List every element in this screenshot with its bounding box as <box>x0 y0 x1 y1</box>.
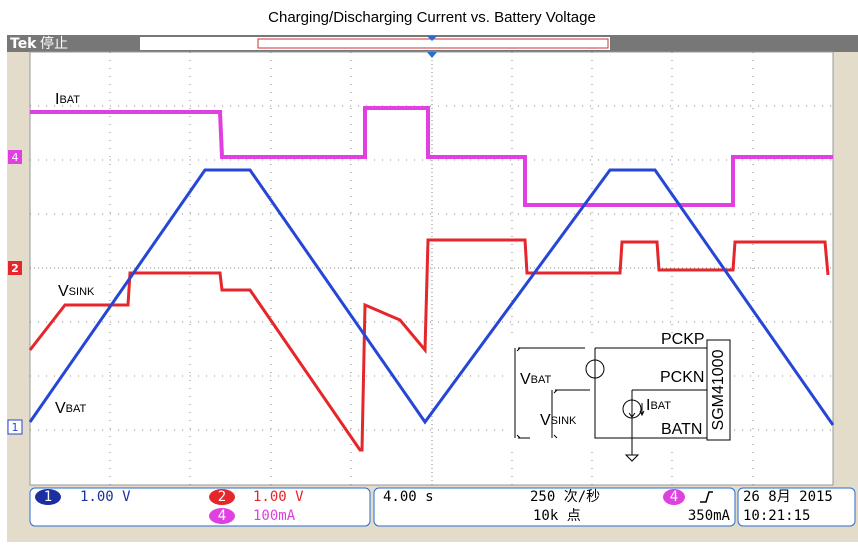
ch2-num: 2 <box>218 489 226 505</box>
circuit-vsink-main: V <box>540 412 551 429</box>
label-vsink-main: V <box>58 283 69 300</box>
ch2-scale: 1.00 V <box>253 489 304 505</box>
title: Charging/Discharging Current vs. Battery… <box>268 9 596 26</box>
ch4-marker-label: 4 <box>12 151 19 164</box>
run-state: 停止 <box>40 35 68 52</box>
ch1-marker-label: 1 <box>12 421 19 434</box>
circuit-vbat-main: V <box>520 371 531 388</box>
ch1-scale: 1.00 V <box>80 489 131 505</box>
circuit <box>508 340 732 461</box>
circuit-vbat-sub: BAT <box>531 374 552 386</box>
ch4-num: 4 <box>218 508 226 524</box>
record-length: 10k 点 <box>533 508 581 524</box>
pin-pckp: PCKP <box>661 331 705 348</box>
trigger-level: 350mA <box>688 508 731 524</box>
circuit-vsink: VSINK <box>540 412 577 429</box>
label-vbat: VBAT <box>55 400 87 417</box>
label-vbat-main: V <box>55 400 66 417</box>
label-vsink: VSINK <box>58 283 95 300</box>
chip-name: SGM41000 <box>710 349 727 430</box>
label-ibat-sub: BAT <box>59 94 80 106</box>
label-ibat: IBAT <box>55 91 80 108</box>
brand: Tek <box>10 36 37 52</box>
sample-rate: 250 次/秒 <box>530 489 600 505</box>
date: 26 8月 2015 <box>743 489 833 505</box>
trigger-source: 4 <box>670 489 678 505</box>
label-vsink-sub: SINK <box>69 286 95 298</box>
ch2-marker-label: 2 <box>11 262 19 275</box>
ch4-scale: 100mA <box>253 508 296 524</box>
circuit-vbat: VBAT <box>520 371 552 388</box>
label-vbat-sub: BAT <box>66 403 87 415</box>
circuit-ibat: IBAT <box>646 397 671 414</box>
ch1-num: 1 <box>44 489 52 505</box>
circuit-ibat-sub: BAT <box>650 400 671 412</box>
timebase: 4.00 s <box>383 489 434 505</box>
pin-batn: BATN <box>661 421 702 438</box>
circuit-vsink-sub: SINK <box>551 415 577 427</box>
scope-page: Charging/Discharging Current vs. Battery… <box>0 0 858 547</box>
pin-pckn: PCKN <box>660 369 704 386</box>
time: 10:21:15 <box>743 508 810 524</box>
